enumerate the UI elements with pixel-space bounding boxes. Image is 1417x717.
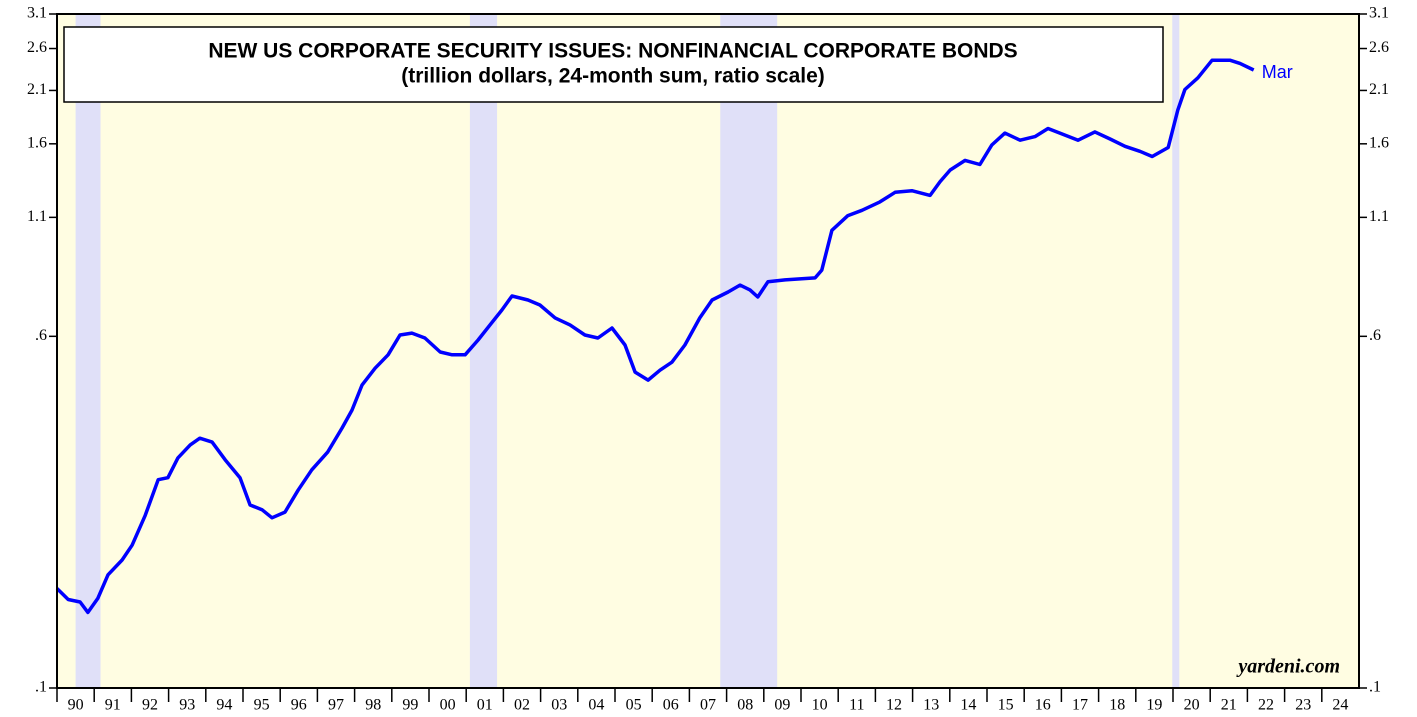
- x-tick-label: 98: [365, 697, 381, 714]
- recession-band: [75, 14, 101, 688]
- y-tick-label: 1.1: [1369, 208, 1389, 225]
- y-tick-label: 2.6: [1369, 39, 1389, 56]
- x-tick-label: 16: [1035, 697, 1051, 714]
- y-tick-label: 1.6: [27, 134, 47, 151]
- x-tick-label: 04: [588, 697, 604, 714]
- x-tick-label: 11: [849, 697, 864, 714]
- x-tick-label: 22: [1258, 697, 1274, 714]
- x-tick-label: 97: [328, 697, 344, 714]
- plot-background: [57, 14, 1359, 688]
- x-tick-label: 94: [216, 697, 232, 714]
- x-tick-label: 91: [105, 697, 121, 714]
- x-tick-label: 02: [514, 697, 530, 714]
- y-tick-label: 1.1: [27, 208, 47, 225]
- y-tick-label: 2.6: [27, 39, 47, 56]
- x-tick-label: 95: [254, 697, 270, 714]
- recession-band: [720, 14, 778, 688]
- recession-band: [1172, 14, 1180, 688]
- x-tick-label: 03: [551, 697, 567, 714]
- x-tick-label: 20: [1184, 697, 1200, 714]
- x-tick-label: 13: [923, 697, 939, 714]
- x-tick-label: 23: [1295, 697, 1311, 714]
- x-tick-label: 12: [886, 697, 902, 714]
- y-tick-label: 1.6: [1369, 134, 1389, 151]
- series-label: Mar: [1262, 62, 1293, 82]
- y-tick-label: 2.1: [1369, 81, 1389, 98]
- y-tick-label: .6: [1369, 327, 1381, 344]
- x-tick-label: 14: [960, 697, 976, 714]
- x-tick-label: 92: [142, 697, 158, 714]
- x-tick-label: 05: [626, 697, 642, 714]
- y-tick-label: .1: [1369, 679, 1381, 696]
- source-note: yardeni.com: [1236, 656, 1340, 678]
- x-tick-label: 99: [402, 697, 418, 714]
- y-tick-label: 3.1: [27, 5, 47, 22]
- y-tick-label: .6: [35, 327, 47, 344]
- x-tick-label: 00: [440, 697, 456, 714]
- x-tick-label: 06: [663, 697, 679, 714]
- y-tick-label: .1: [35, 679, 47, 696]
- x-tick-label: 19: [1146, 697, 1162, 714]
- data-line: [55, 58, 1255, 615]
- x-tick-label: 07: [700, 697, 716, 714]
- x-tick-label: 21: [1221, 697, 1237, 714]
- x-tick-label: 01: [477, 697, 493, 714]
- recession-band: [469, 14, 498, 688]
- x-tick-label: 17: [1072, 697, 1088, 714]
- y-tick-label: 2.1: [27, 81, 47, 98]
- x-tick-label: 09: [774, 697, 790, 714]
- x-tick-label: 93: [179, 697, 195, 714]
- x-tick-label: 15: [998, 697, 1014, 714]
- chart-title: NEW US CORPORATE SECURITY ISSUES: NONFIN…: [208, 40, 1017, 63]
- x-tick-label: 90: [68, 697, 84, 714]
- x-tick-label: 08: [737, 697, 753, 714]
- title-box: [63, 26, 1164, 103]
- chart-subtitle: (trillion dollars, 24-month sum, ratio s…: [401, 65, 825, 88]
- x-tick-label: 96: [291, 697, 307, 714]
- x-tick-label: 18: [1109, 697, 1125, 714]
- plot-frame: [56, 13, 1360, 689]
- x-tick-label: 24: [1332, 697, 1348, 714]
- y-tick-label: 3.1: [1369, 5, 1389, 22]
- x-tick-label: 10: [812, 697, 828, 714]
